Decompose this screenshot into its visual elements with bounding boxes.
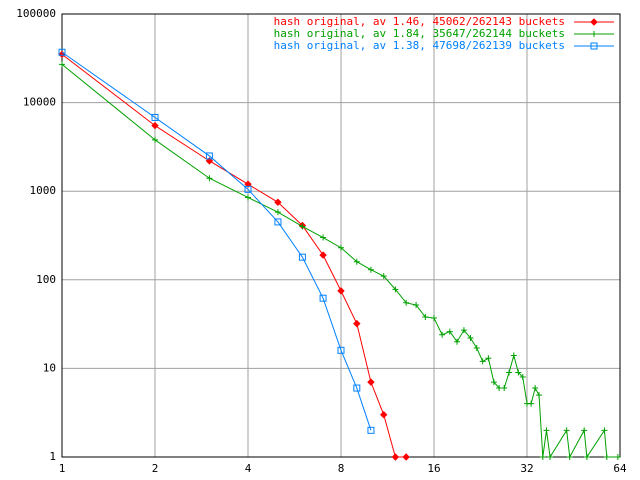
- marker: [206, 175, 213, 182]
- marker: [539, 454, 546, 460]
- marker: [337, 346, 345, 354]
- marker: [367, 266, 374, 273]
- marker: [392, 286, 399, 293]
- marker: [563, 427, 570, 434]
- marker: [506, 369, 513, 376]
- marker: [479, 358, 486, 365]
- marker: [274, 198, 282, 206]
- marker: [353, 319, 361, 328]
- marker: [151, 121, 159, 130]
- marker: [244, 185, 252, 193]
- marker: [601, 427, 608, 434]
- marker: [614, 454, 621, 460]
- marker: [337, 287, 345, 295]
- y-tick-label: 100000: [16, 7, 56, 20]
- marker: [603, 454, 610, 460]
- series-line: [61, 51, 372, 431]
- marker: [566, 454, 573, 460]
- marker: [431, 315, 437, 322]
- marker: [422, 314, 429, 321]
- legend-marker: [591, 31, 597, 37]
- marker: [367, 426, 375, 434]
- marker: [490, 379, 497, 386]
- marker: [515, 369, 522, 376]
- marker: [528, 400, 535, 407]
- marker: [510, 352, 517, 359]
- marker: [454, 338, 461, 345]
- y-tick-label: 10000: [23, 96, 56, 109]
- legend-label: hash original, av 1.84, 35647/262144 buc…: [274, 27, 565, 40]
- marker: [501, 385, 508, 392]
- y-tick-label: 10: [43, 361, 56, 374]
- x-tick-label: 64: [613, 462, 627, 475]
- x-tick-label: 4: [245, 462, 252, 475]
- marker: [151, 113, 159, 121]
- marker: [460, 327, 467, 334]
- marker: [485, 355, 492, 362]
- legend-label: hash original, av 1.38, 47698/262139 buc…: [274, 39, 565, 52]
- marker: [205, 152, 213, 160]
- marker: [543, 427, 550, 434]
- marker: [473, 344, 480, 351]
- marker: [320, 234, 327, 241]
- marker: [299, 223, 306, 230]
- x-tick-label: 16: [427, 462, 440, 475]
- marker: [338, 244, 344, 251]
- y-tick-label: 1: [49, 450, 56, 463]
- marker: [58, 48, 66, 56]
- marker: [298, 253, 306, 261]
- marker: [353, 258, 360, 265]
- marker: [446, 328, 453, 335]
- marker: [380, 411, 388, 419]
- marker: [581, 427, 588, 434]
- marker: [547, 454, 554, 460]
- marker: [59, 61, 65, 68]
- marker: [245, 194, 251, 201]
- y-tick-label: 100: [36, 273, 56, 286]
- marker: [367, 378, 375, 386]
- marker: [319, 294, 327, 302]
- x-tick-label: 1: [59, 462, 66, 475]
- plot-frame: [61, 13, 621, 458]
- marker: [319, 251, 327, 259]
- marker: [391, 453, 400, 461]
- marker: [439, 331, 446, 338]
- legend-marker: [590, 42, 598, 50]
- marker: [583, 454, 590, 460]
- x-tick-label: 8: [338, 462, 345, 475]
- marker: [380, 273, 387, 280]
- legend-label: hash original, av 1.46, 45062/262143 buc…: [274, 15, 565, 28]
- marker: [152, 136, 158, 143]
- marker: [413, 301, 420, 308]
- marker: [353, 384, 361, 392]
- y-tick-label: 1000: [30, 184, 57, 197]
- marker: [496, 385, 503, 392]
- marker: [402, 453, 410, 461]
- marker: [532, 385, 539, 392]
- x-tick-label: 32: [520, 462, 533, 475]
- marker: [536, 392, 543, 399]
- legend-marker: [590, 18, 598, 26]
- marker: [467, 335, 474, 342]
- marker: [519, 373, 526, 380]
- marker: [274, 209, 281, 216]
- x-tick-label: 2: [152, 462, 159, 475]
- marker: [274, 218, 282, 226]
- marker: [403, 299, 410, 306]
